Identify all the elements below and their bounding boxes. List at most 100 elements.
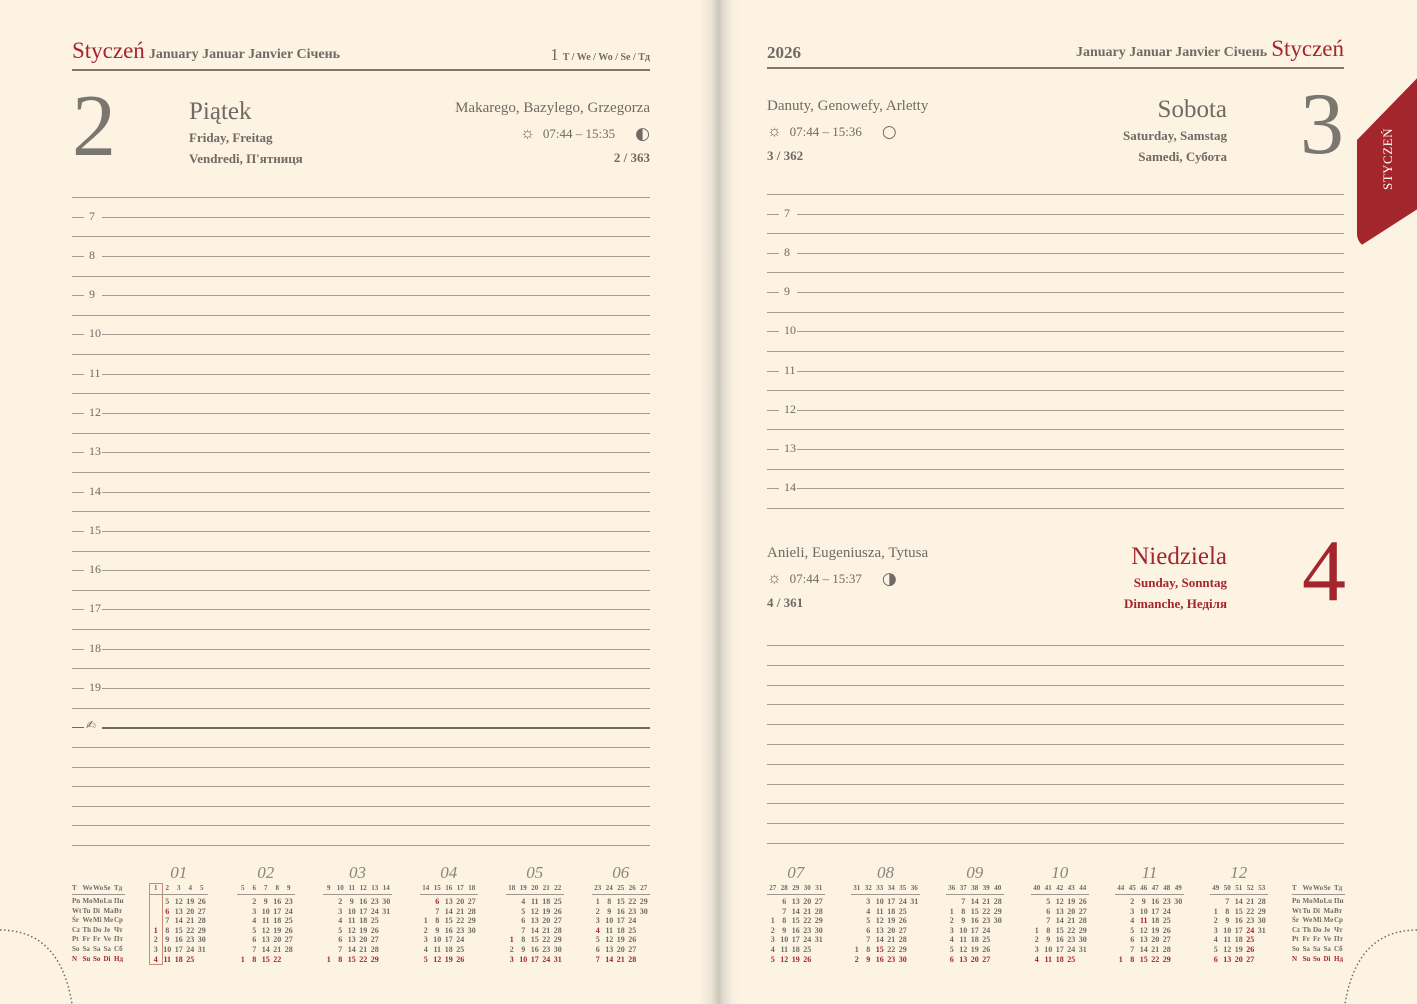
hour-line bbox=[797, 488, 1344, 489]
day-cell: 9 bbox=[435, 925, 440, 935]
legend-row: Śr We Mi Me Ср bbox=[72, 916, 125, 926]
hour-line bbox=[102, 492, 650, 493]
day-cell: 28 bbox=[1162, 944, 1171, 954]
day-name-en-de: Friday, Freitag bbox=[189, 130, 273, 145]
day-cell: 30 bbox=[814, 925, 823, 935]
legend-cell: Pt bbox=[72, 935, 79, 944]
mini-calendar-grid: 44 1 45 2 3 4 5 6 7 8 46 9 10 11 12 13 14 15 47 16 17 18 19 20 2… bbox=[1115, 884, 1184, 964]
week-column: 36 31 bbox=[908, 884, 920, 964]
week-column: 51 14 15 16 17 18 19 20 bbox=[1233, 884, 1245, 964]
day-cell: 19 bbox=[970, 944, 979, 954]
day-number: 3 bbox=[1300, 76, 1344, 173]
hour-line bbox=[102, 609, 650, 610]
day-cell: 19 bbox=[616, 935, 625, 945]
ruled-line bbox=[767, 704, 1344, 705]
day-cell: 26 bbox=[284, 925, 293, 935]
day-cell: 7 bbox=[165, 916, 170, 926]
day-cell: 3 bbox=[338, 906, 343, 916]
namedays: Anieli, Eugeniusza, Tytusa bbox=[767, 545, 929, 561]
week-number: 34 bbox=[885, 884, 897, 895]
day-cell: 2 bbox=[595, 906, 600, 916]
legend-cell: So bbox=[1292, 944, 1300, 953]
legend-cell: Ma bbox=[103, 906, 114, 915]
hour-label: 17 bbox=[89, 601, 101, 615]
day-name-pl: Niedziela bbox=[1131, 543, 1227, 570]
ruled-line bbox=[767, 429, 1344, 430]
legend-cell: Di bbox=[103, 954, 111, 963]
day-cell: 7 bbox=[1130, 944, 1135, 954]
hour-line bbox=[797, 331, 1344, 332]
day-cell: 11 bbox=[780, 944, 789, 954]
ruled-line bbox=[72, 786, 650, 787]
mini-calendar-grid: 27 1 2 3 4 5 28 6 7 8 9 10 11 12 29 13 14 15 16 17 18 19 30 20 2… bbox=[767, 884, 825, 964]
namedays: Makarego, Bazylego, Grzegorza bbox=[455, 100, 650, 116]
day-cell: 28 bbox=[553, 925, 562, 935]
day-cell: 1 bbox=[770, 916, 775, 926]
legend-cell: Do bbox=[1313, 925, 1322, 934]
week-number: 22 bbox=[552, 884, 564, 895]
weekday-legend: T We Wo Se Тд Pn Mo Mo Lu Пн Wt Tu Di Ma Вт Śr We Mi Me Ср C… bbox=[72, 884, 125, 964]
legend-cell: We bbox=[1302, 916, 1313, 925]
day-cell: 18 bbox=[273, 916, 282, 926]
legend-header-cell: Se bbox=[103, 884, 111, 892]
week-column: 2 5 6 7 8 9 10 11 bbox=[161, 884, 173, 964]
legend-cell: Сб bbox=[1334, 944, 1343, 953]
mini-calendar-08: 08 31 1 2 32 3 4 5 6 7 8 9 33 10 11 12 13 14 15 16 34 17 18 19 2… bbox=[851, 863, 920, 968]
day-cell: 16 bbox=[174, 935, 183, 945]
hour-label: 18 bbox=[89, 641, 101, 655]
legend-row: Śr We Mi Me Ср bbox=[1292, 916, 1345, 926]
day-cell: 4 bbox=[338, 916, 343, 926]
week-column: 40 28 29 30 bbox=[992, 884, 1004, 964]
day-cell: 31 bbox=[814, 935, 823, 945]
day-cell: 30 bbox=[197, 935, 206, 945]
hour-line bbox=[102, 374, 650, 375]
weekday-legend: T We Wo Se Тд Pn Mo Mo Lu Пн Wt Tu Di Ma Вт Śr We Mi Me Ср C… bbox=[1292, 884, 1345, 964]
day-cell: 24 bbox=[898, 897, 907, 906]
day-cell: 7 bbox=[595, 954, 600, 964]
legend-cell: Pt bbox=[1292, 935, 1299, 944]
week-number: 42 bbox=[1054, 884, 1066, 895]
legend-header: T We Wo Se Тд bbox=[1292, 884, 1345, 895]
day-cell: 8 bbox=[782, 916, 787, 926]
day-cell: 28 bbox=[1078, 916, 1087, 926]
legend-cell: Ср bbox=[114, 916, 123, 925]
legend-cell: Lu bbox=[1323, 897, 1333, 905]
day-cell: 26 bbox=[1162, 925, 1171, 935]
day-cell: 3 bbox=[866, 897, 871, 906]
day-cell: 24 bbox=[456, 935, 465, 945]
sun-icon: ☼ bbox=[520, 125, 535, 142]
legend-cell: Di bbox=[1313, 906, 1320, 915]
legend-row: So Sa Sa Sa Сб bbox=[1292, 945, 1345, 955]
week-column: 13 23 24 25 26 27 28 29 bbox=[369, 884, 381, 964]
mini-calendar-grid: 1 1 2 3 4 2 5 6 7 8 9 10 11 3 12 13 14 15 16 17 18 4 19 20 21 22 2… bbox=[149, 882, 208, 966]
week-column: 7 9 10 11 12 13 14 15 bbox=[260, 884, 272, 964]
ruled-line bbox=[767, 390, 1344, 391]
day-cell: 30 bbox=[1257, 916, 1266, 926]
day-cell: 30 bbox=[1078, 935, 1087, 945]
legend-cell: Su bbox=[1302, 954, 1311, 963]
day-cell: 26 bbox=[982, 944, 991, 954]
legend-cell: Śr bbox=[72, 916, 79, 925]
day-cell: 11 bbox=[1223, 935, 1232, 945]
week-number: 24 bbox=[603, 884, 615, 895]
day-cell: 15 bbox=[1139, 954, 1148, 964]
day-cell: 17 bbox=[616, 916, 625, 926]
month-tab-label[interactable]: STYCZEŃ bbox=[1380, 128, 1395, 190]
day-cell: 25 bbox=[456, 944, 465, 954]
day-cell: 7 bbox=[252, 944, 257, 954]
day-cell: 12 bbox=[261, 925, 270, 935]
week-column: 18 27 28 29 30 bbox=[466, 884, 478, 964]
day-cell: 4 bbox=[423, 944, 428, 954]
legend-row: Pt Fr Fr Ve Пт bbox=[72, 935, 125, 945]
week-number: 10 bbox=[334, 884, 346, 895]
day-cell: 9 bbox=[607, 906, 612, 916]
hour-label: 8 bbox=[89, 248, 95, 262]
legend-cell: Пн bbox=[114, 897, 124, 905]
day-cell: 4 bbox=[252, 916, 257, 926]
week-number: 43 bbox=[1065, 884, 1077, 895]
day-cell: 29 bbox=[993, 906, 1002, 916]
week-number: 32 bbox=[862, 884, 874, 895]
ruled-line bbox=[72, 747, 650, 748]
day-cell: 5 bbox=[338, 925, 343, 935]
